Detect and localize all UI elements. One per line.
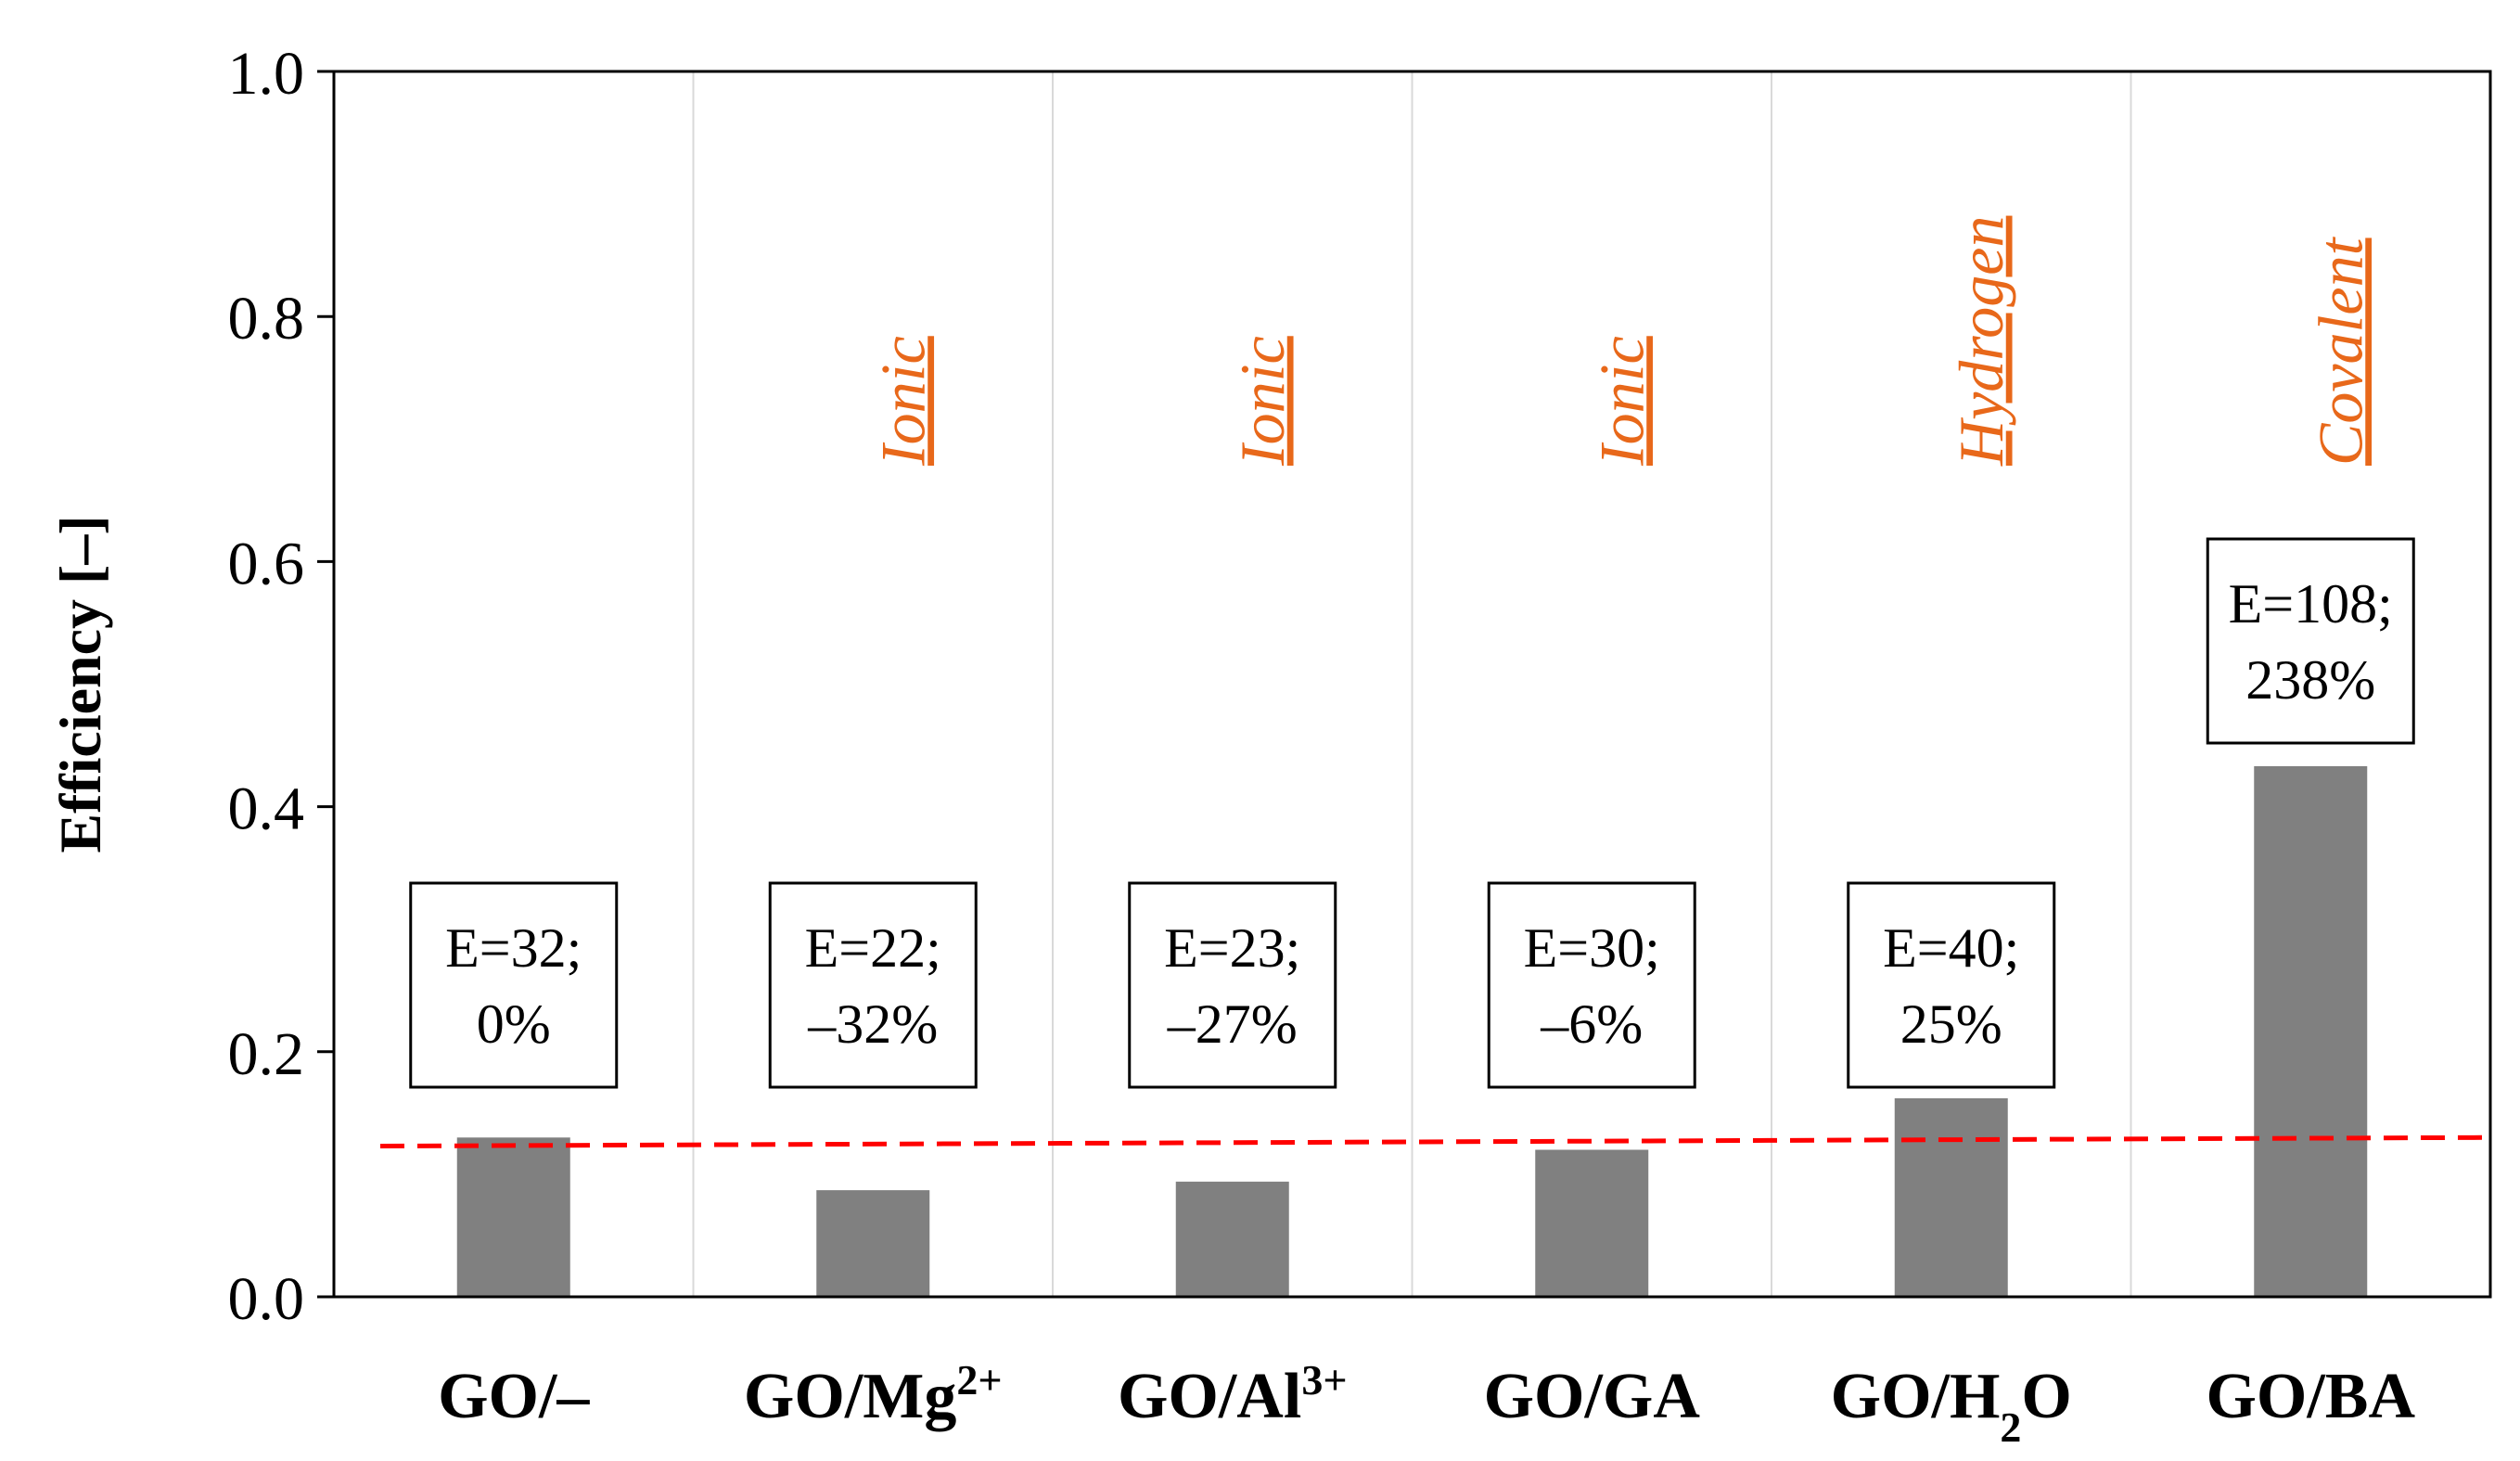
value-label-line: –32% <box>807 993 938 1055</box>
y-axis-ticks: 0.0 0.2 0.4 0.6 0.8 1.0 <box>228 40 334 1333</box>
plot-frame <box>332 70 2492 1299</box>
bond-type-labels: Ionic Ionic Ionic Hydrogen Covalent <box>867 216 2375 467</box>
y-axis-title: Efficiency [–] <box>47 515 113 852</box>
value-label-line: E=30; <box>1524 917 1660 979</box>
bond-type-label: Ionic <box>867 336 938 467</box>
value-label-line: E=32; <box>445 917 582 979</box>
value-label-line: 0% <box>477 993 551 1055</box>
value-label-line: 25% <box>1900 993 2002 1055</box>
y-tick-label: 0.4 <box>228 775 305 843</box>
value-label-line: E=108; <box>2229 573 2393 634</box>
value-label-box <box>1487 881 1696 1089</box>
category-dividers <box>692 71 2132 1297</box>
value-label-line: E=23; <box>1164 917 1300 979</box>
value-label-line: E=22; <box>805 917 941 979</box>
bar-1 <box>456 1137 570 1297</box>
bond-type-label: Ionic <box>1586 336 1657 467</box>
bar-5 <box>1894 1097 2008 1297</box>
y-tick-label: 1.0 <box>228 40 305 108</box>
bond-type-label: Ionic <box>1227 336 1298 467</box>
bond-type-label: Covalent <box>2305 236 2375 466</box>
x-category-label: GO/H2O <box>1831 1361 2072 1451</box>
value-label-box <box>1847 881 2056 1089</box>
x-category-label: GO/– <box>438 1361 590 1432</box>
bar-4 <box>1535 1149 1649 1297</box>
reference-dashed-line <box>379 1134 2487 1149</box>
value-label-boxes: E=32; 0% E=22; –32% E=23; –27% E=30; –6% E=40; 25… <box>409 537 2415 1089</box>
bar-6 <box>2254 766 2368 1297</box>
value-label-box <box>768 881 978 1089</box>
bars-group <box>456 766 2368 1297</box>
y-tick-label: 0.2 <box>228 1020 305 1088</box>
value-label-line: E=40; <box>1883 917 2019 979</box>
value-label-box <box>2206 537 2415 745</box>
value-label-box <box>409 881 619 1089</box>
value-label-box <box>1128 881 1337 1089</box>
y-tick-label: 0.6 <box>228 530 305 597</box>
bar-2 <box>816 1190 930 1297</box>
value-label-line: 238% <box>2245 649 2375 711</box>
x-category-label: GO/Al3+ <box>1118 1356 1348 1433</box>
value-label-line: –6% <box>1540 993 1643 1055</box>
x-category-label: GO/BA <box>2206 1361 2415 1432</box>
bar-3 <box>1175 1181 1289 1297</box>
bond-type-label: Hydrogen <box>1946 216 2016 467</box>
x-category-label: GO/Mg2+ <box>744 1356 1003 1433</box>
value-label-line: –27% <box>1167 993 1298 1055</box>
x-category-label: GO/GA <box>1484 1361 1701 1432</box>
y-tick-label: 0.8 <box>228 285 305 352</box>
reference-line-group <box>379 1134 2487 1149</box>
y-tick-label: 0.0 <box>228 1265 305 1333</box>
x-axis-labels: GO/– GO/Mg2+ GO/Al3+ GO/GA GO/H2O GO/BA <box>438 1356 2415 1451</box>
